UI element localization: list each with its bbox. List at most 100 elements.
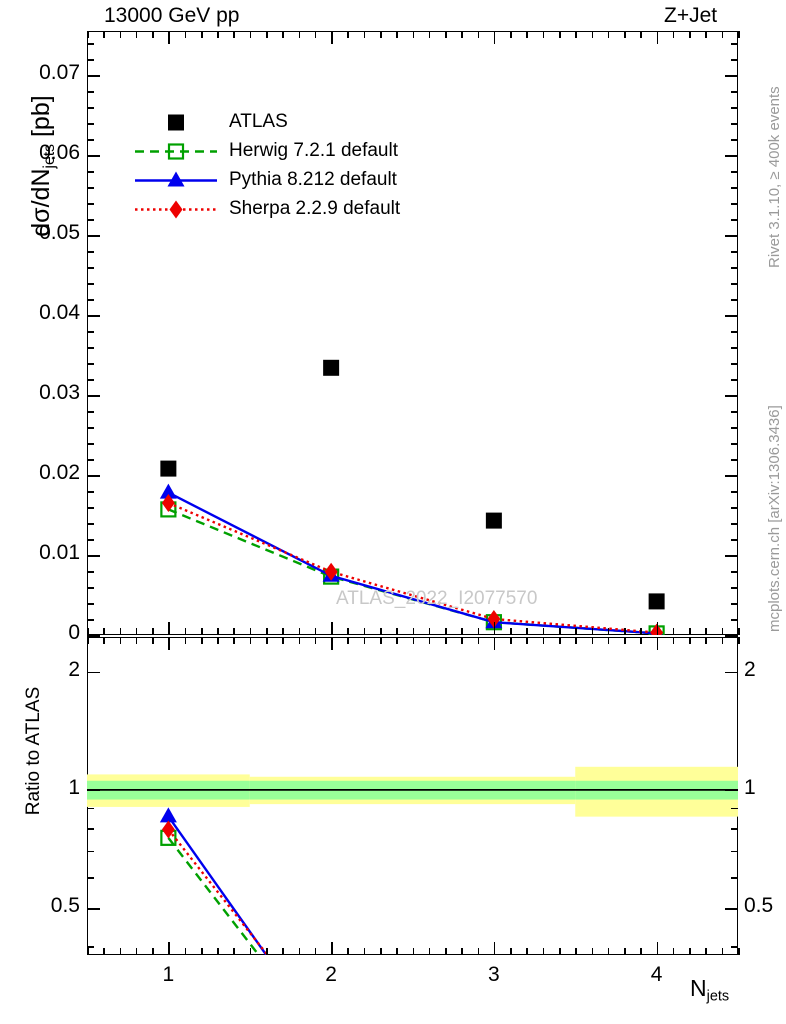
x-tick-minor [298,948,301,955]
x-tick-major [656,31,659,44]
x-tick-minor [705,31,708,38]
legend-marker-glyph [168,114,184,131]
x-tick-minor [542,948,545,955]
y-tick-minor [87,411,94,413]
x-tick-minor [396,948,398,955]
y-tick-minor [87,507,94,509]
x-tick-minor [87,948,89,955]
x-tick-label: 4 [650,963,663,986]
x-tick-minor [542,637,545,644]
ratio-y-tick-minor [87,827,94,830]
x-tick-minor [640,628,642,635]
legend-marker-glyph [169,200,183,219]
x-tick-minor [200,637,203,644]
data-point-marker [323,359,340,376]
y-tick-major [725,475,738,477]
y-tick-minor [731,507,738,509]
y-tick-major [87,75,100,77]
x-tick-minor [347,637,349,644]
data-point-marker [485,512,502,529]
x-tick-minor [477,948,480,955]
x-tick-minor [347,628,349,635]
x-tick-minor [526,31,529,38]
y-tick-minor [87,299,94,301]
x-tick-minor [721,948,724,955]
ratio-y-tick-major [725,908,738,910]
main-plot-frame [87,31,738,635]
ratio-y-tick-minor [731,946,738,948]
x-tick-minor [721,628,724,635]
y-tick-minor [731,411,738,413]
x-tick-minor [624,628,626,635]
x-tick-minor [607,628,610,635]
x-tick-minor [461,637,463,644]
ratio-y-tick-label-right: 1 [744,775,756,799]
x-tick-minor [233,948,236,955]
y-tick-minor [87,603,94,605]
x-tick-minor [705,628,708,635]
x-tick-minor [510,31,512,38]
ratio-series-line [167,828,270,955]
x-tick-minor [135,31,138,38]
y-tick-minor [87,43,94,45]
x-tick-minor [689,637,691,644]
y-tick-minor [87,571,94,573]
y-tick-major [87,235,100,237]
x-tick-minor [445,948,447,955]
x-tick-minor [477,637,480,644]
x-tick-major [493,942,496,955]
y-tick-minor [87,443,94,445]
x-tick-minor [152,31,154,38]
x-tick-minor [266,628,268,635]
y-tick-label-main: 0.06 [39,141,80,164]
x-tick-major [331,622,333,635]
x-tick-minor [249,31,252,38]
x-tick-minor [200,948,203,955]
ratio-series-line [167,837,261,955]
x-tick-minor [217,948,219,955]
x-tick-minor [135,948,138,955]
x-tick-minor [103,628,105,635]
y-tick-minor [731,251,738,253]
y-tick-minor [731,523,738,525]
x-tick-minor [558,31,561,38]
y-tick-minor [731,363,738,365]
legend-marker-glyph [167,171,185,187]
y-tick-minor [731,491,738,493]
y-tick-minor [731,187,738,189]
x-tick-minor [396,637,398,644]
x-tick-minor [249,948,252,955]
x-tick-minor [558,637,561,644]
x-tick-minor [624,31,626,38]
x-tick-minor [87,637,89,644]
x-tick-minor [184,948,187,955]
x-tick-minor [607,948,610,955]
ratio-y-tick-minor [87,946,94,948]
x-tick-minor [640,948,642,955]
y-tick-minor [731,219,738,221]
data-point-marker [648,593,665,610]
x-tick-minor [738,948,740,955]
y-tick-major [87,555,100,557]
x-tick-minor [672,31,675,38]
y-tick-minor [87,59,94,61]
x-tick-minor [103,31,105,38]
ratio-y-tick-label-left: 2 [68,657,80,681]
y-tick-minor [731,571,738,573]
x-tick-minor [705,948,708,955]
x-tick-major [168,622,170,635]
header-process-label: Z+Jet [664,4,718,27]
y-tick-minor [87,187,94,189]
y-tick-minor [731,587,738,589]
y-tick-minor [731,379,738,381]
y-tick-minor [731,459,738,461]
x-tick-minor [672,628,675,635]
x-tick-minor [689,31,691,38]
x-tick-minor [672,948,675,955]
legend-label: Pythia 8.212 default [229,169,397,190]
x-tick-minor [412,31,415,38]
ratio-y-tick-label-left: 1 [68,775,80,799]
x-tick-major [168,942,170,955]
y-tick-minor [87,139,94,141]
